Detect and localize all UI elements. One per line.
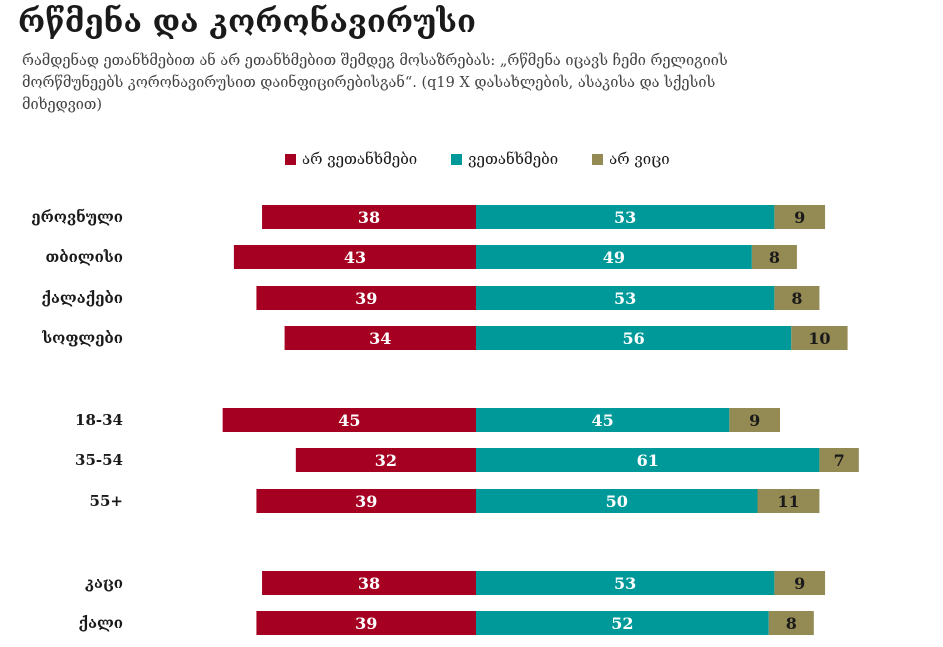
data-label: 56: [623, 329, 645, 348]
data-label: 45: [592, 411, 614, 430]
data-label: 8: [791, 289, 802, 308]
category-label: ეროვნული: [31, 208, 123, 226]
bar-agree: [476, 408, 730, 432]
bar-agree: [476, 489, 758, 513]
legend-swatch-dont-know: [592, 153, 604, 165]
legend-item-dont-know: არ ვიცი: [592, 150, 670, 168]
category-label: ქალაქები: [41, 289, 123, 307]
category-label: 18-34: [75, 411, 123, 429]
bar-row: სოფლები 34 56 10: [41, 326, 848, 350]
bar-row: ეროვნული 38 53 9: [31, 205, 826, 229]
data-label: 11: [777, 492, 799, 511]
chart-subtitle: რამდენად ეთანხმებით ან არ ეთანხმებით შემ…: [22, 53, 728, 113]
legend-label-agree: ვეთანხმები: [468, 150, 559, 168]
bar-disagree: [262, 571, 476, 595]
legend-label-disagree: არ ვეთანხმები: [302, 150, 418, 168]
chart-title: რწმენა და კორონავირუსი: [18, 4, 477, 40]
bar-disagree: [295, 448, 476, 472]
legend: არ ვეთანხმები ვეთანხმები არ ვიცი: [285, 150, 670, 168]
category-label: თბილისი: [46, 248, 123, 266]
bar-dont-know: [819, 448, 859, 472]
legend-item-agree: ვეთანხმები: [451, 150, 558, 168]
bar-dont-know: [729, 408, 781, 432]
data-label: 53: [614, 289, 636, 308]
bar-row: თბილისი 43 49 8: [46, 245, 797, 269]
data-label: 32: [375, 451, 397, 470]
bar-disagree: [256, 489, 476, 513]
bar-agree: [476, 205, 775, 229]
data-label: 7: [834, 451, 845, 470]
category-label: 35-54: [75, 451, 123, 469]
bar-agree: [476, 245, 752, 269]
category-label: სოფლები: [41, 329, 123, 347]
data-label: 9: [749, 411, 760, 430]
data-label: 34: [369, 329, 391, 348]
bar-row: 35-54 32 61 7: [75, 448, 859, 472]
bar-row: ქალაქები 39 53 8: [41, 286, 820, 310]
category-label: ქალი: [79, 614, 124, 632]
bar-disagree: [256, 286, 476, 310]
bar-agree: [476, 286, 775, 310]
bar-disagree: [256, 611, 476, 635]
bar-disagree: [233, 245, 476, 269]
bar-dont-know: [791, 326, 848, 350]
legend-label-dont-know: არ ვიცი: [609, 150, 670, 168]
data-label: 53: [614, 208, 636, 227]
data-label: 9: [794, 208, 805, 227]
data-label: 43: [344, 248, 366, 267]
bar-dont-know: [751, 245, 797, 269]
data-label: 50: [606, 492, 628, 511]
category-label: 55+: [90, 492, 123, 510]
data-label: 39: [355, 492, 377, 511]
bar-disagree: [284, 326, 476, 350]
bar-dont-know: [774, 571, 826, 595]
data-label: 8: [786, 614, 797, 633]
bar-disagree: [262, 205, 476, 229]
data-label: 9: [794, 574, 805, 593]
legend-swatch-agree: [451, 153, 463, 165]
data-label: 10: [808, 329, 830, 348]
bar-agree: [476, 448, 820, 472]
data-label: 39: [355, 614, 377, 633]
bar-dont-know: [757, 489, 820, 513]
bar-dont-know: [768, 611, 814, 635]
bar-row: 55+ 39 50 11: [90, 489, 820, 513]
legend-item-disagree: არ ვეთანხმები: [285, 150, 417, 168]
bar-dont-know: [774, 286, 820, 310]
legend-swatch-disagree: [285, 153, 296, 165]
bar-row: კაცი 38 53 9: [85, 571, 826, 595]
bar-row: 18-34 45 45 9: [75, 408, 781, 432]
bar-agree: [476, 611, 769, 635]
data-label: 61: [637, 451, 659, 470]
data-label: 45: [338, 411, 360, 430]
bar-disagree: [222, 408, 476, 432]
bar-agree: [476, 326, 792, 350]
data-label: 8: [769, 248, 780, 267]
category-label: კაცი: [85, 574, 123, 592]
data-label: 38: [358, 574, 380, 593]
bar-row: ქალი 39 52 8: [79, 611, 814, 635]
bar-agree: [476, 571, 775, 595]
data-label: 52: [611, 614, 633, 633]
bar-dont-know: [774, 205, 826, 229]
data-label: 53: [614, 574, 636, 593]
data-label: 39: [355, 289, 377, 308]
data-label: 38: [358, 208, 380, 227]
data-label: 49: [603, 248, 625, 267]
